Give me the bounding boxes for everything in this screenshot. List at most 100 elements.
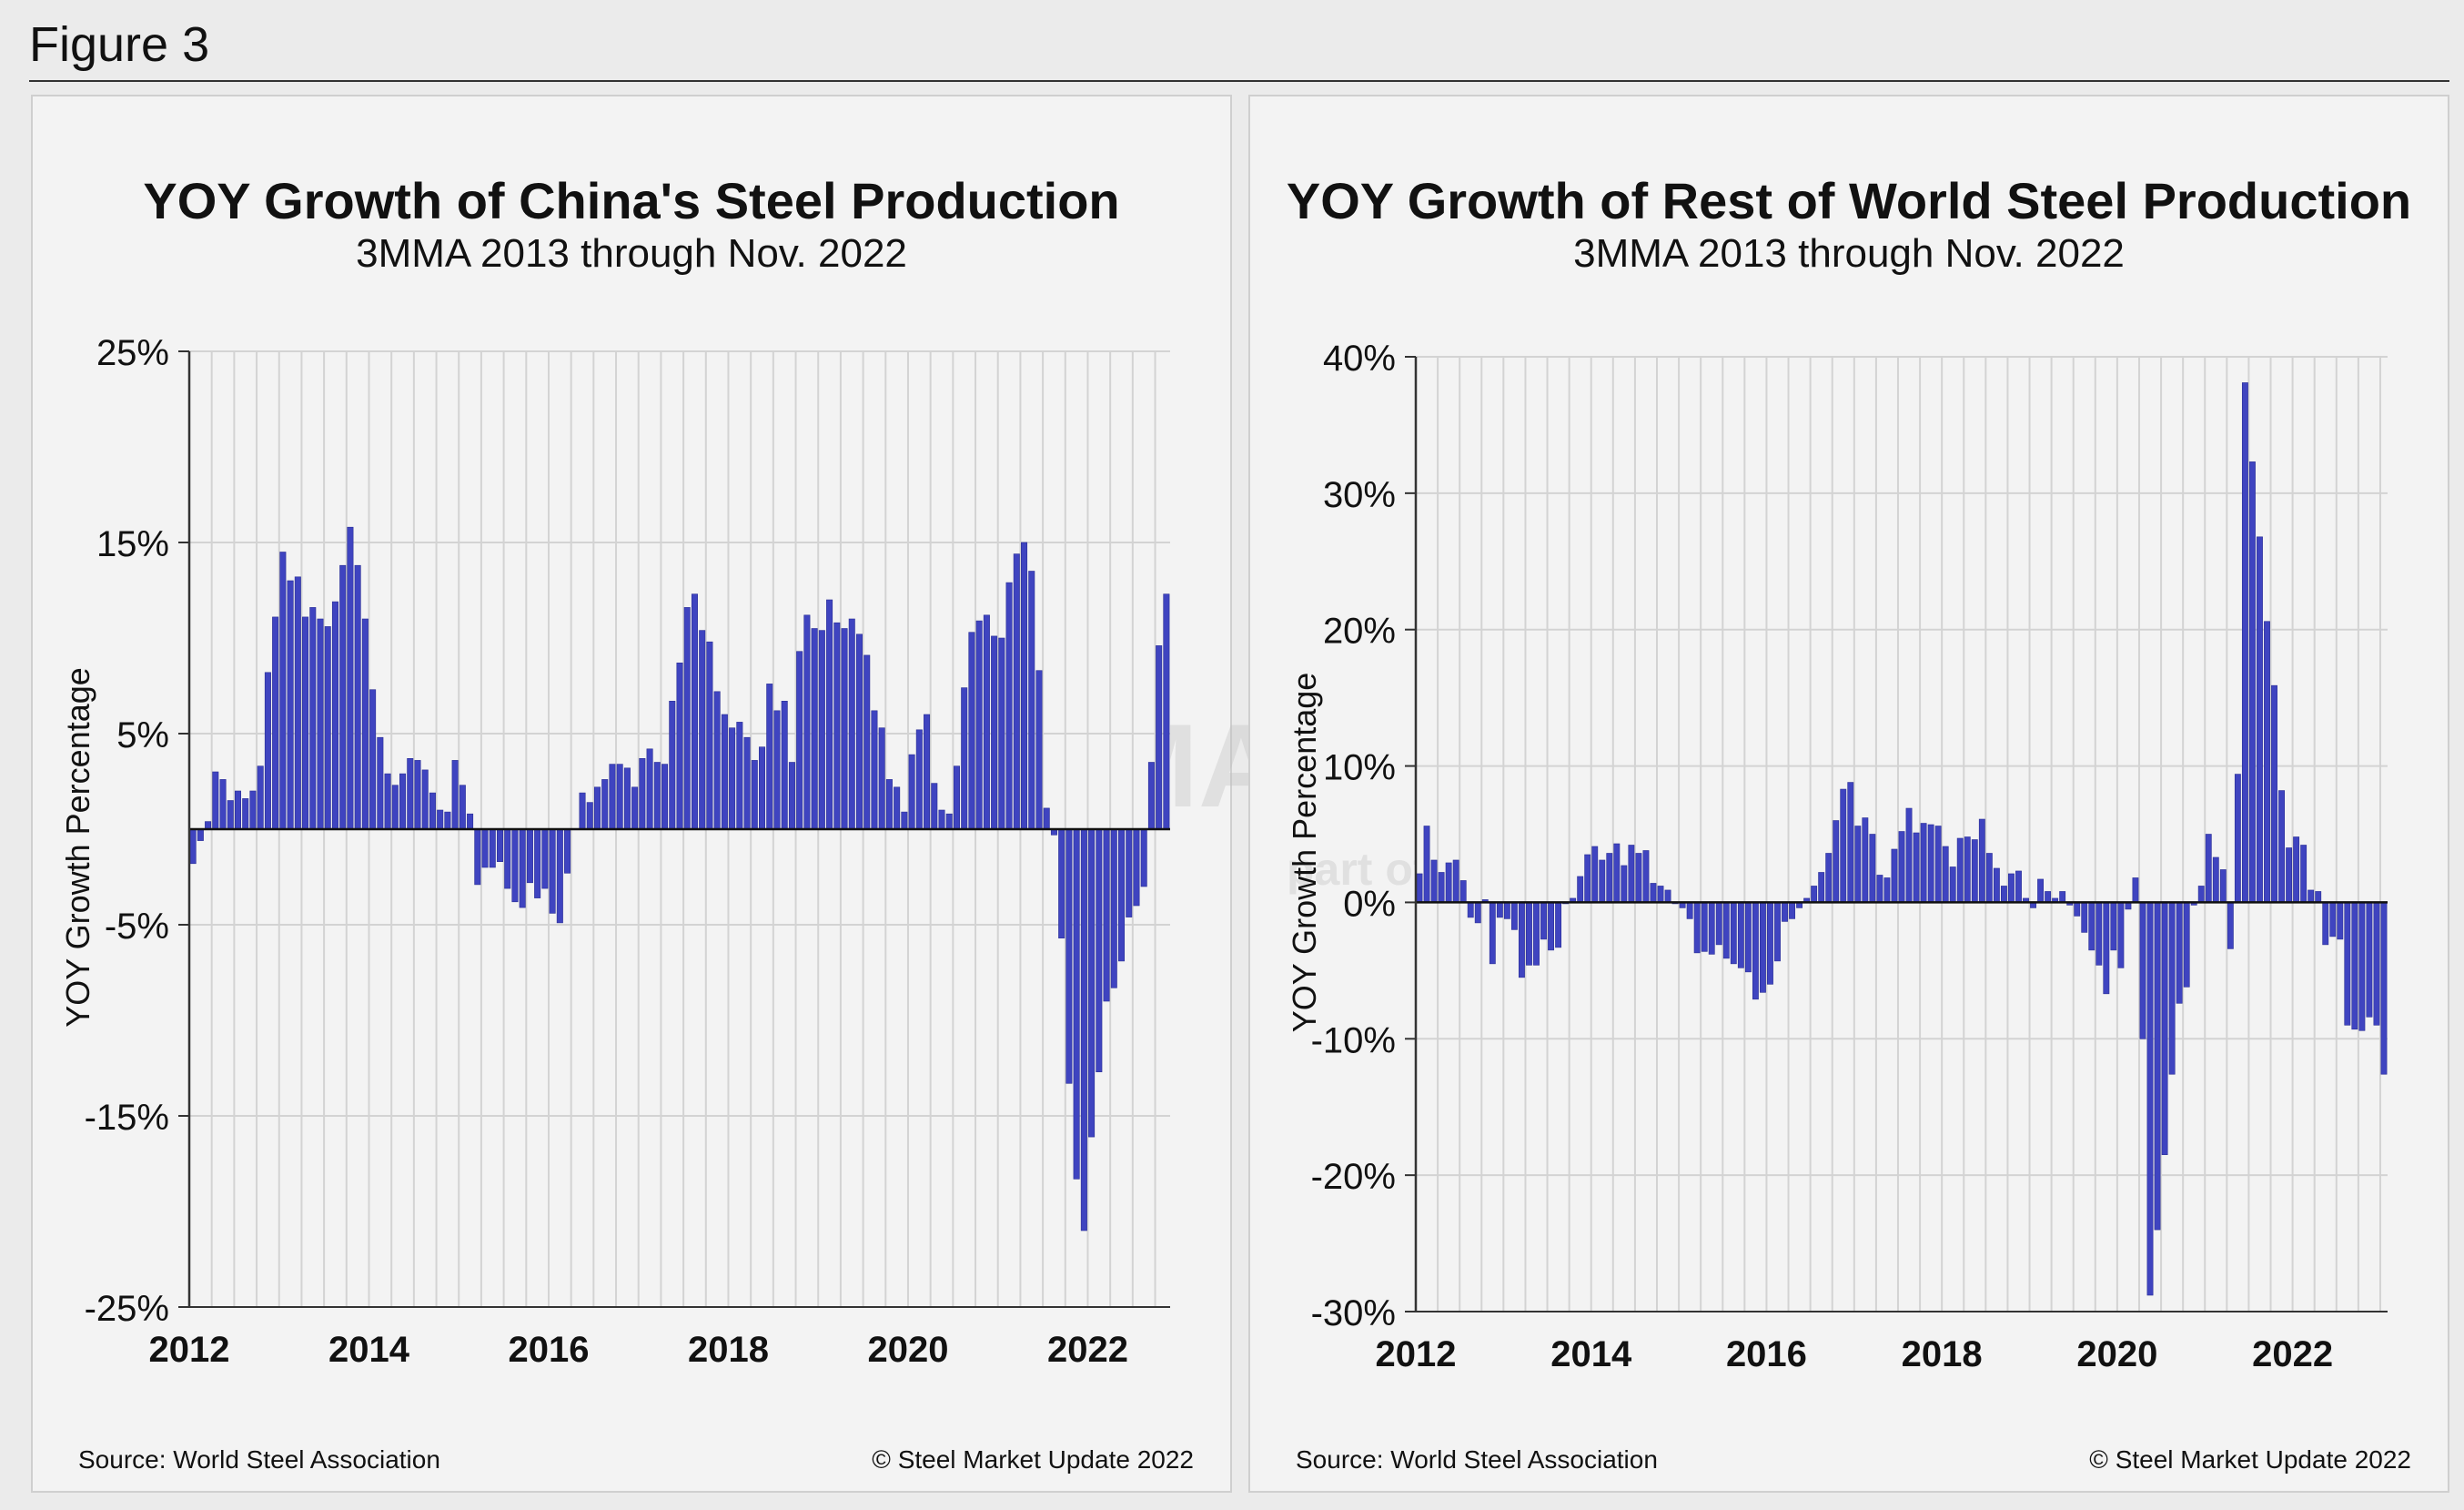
source-note: Source: World Steel Association <box>1296 1445 1658 1474</box>
bar <box>519 828 526 908</box>
bar <box>1438 872 1445 903</box>
bar <box>945 813 953 830</box>
y-tick-label: 30% <box>1323 475 1396 515</box>
bar <box>2322 902 2329 946</box>
bar <box>1110 828 1117 988</box>
x-tick-label: 2020 <box>867 1330 948 1370</box>
bar <box>489 828 496 868</box>
bar <box>593 786 601 830</box>
bar <box>474 828 481 886</box>
source-note: Source: World Steel Association <box>78 1445 440 1474</box>
bar <box>586 802 593 830</box>
bar <box>1693 902 1701 954</box>
bar <box>2358 902 2366 1031</box>
bar <box>1744 902 1752 973</box>
bar <box>1985 853 1993 903</box>
bar <box>1140 828 1147 887</box>
bar <box>1058 828 1065 938</box>
y-axis-title: YOY Growth Percentage <box>59 667 96 1028</box>
bar <box>1752 902 1759 1000</box>
bar <box>324 626 331 830</box>
bar <box>1628 845 1635 903</box>
bar <box>1971 839 1978 903</box>
x-tick-label: 2020 <box>2076 1334 2157 1374</box>
bar <box>1452 859 1459 903</box>
bar <box>863 654 871 830</box>
bar <box>526 828 533 884</box>
bar <box>2257 536 2263 903</box>
bar <box>1510 902 1518 930</box>
bar <box>631 786 639 830</box>
bar <box>331 601 338 830</box>
bar <box>2307 889 2315 903</box>
bar <box>1759 902 1766 993</box>
bar <box>1708 902 1715 955</box>
figure-divider <box>29 80 2449 82</box>
bar <box>938 809 945 830</box>
bar <box>1811 886 1818 903</box>
bar <box>623 767 631 830</box>
bar <box>751 760 758 830</box>
bar <box>683 607 691 830</box>
bar <box>1722 902 1730 959</box>
bar <box>894 786 901 830</box>
bar <box>242 798 249 830</box>
bar <box>706 641 713 830</box>
bar <box>399 773 407 830</box>
bar <box>1782 902 1788 922</box>
bar <box>339 564 347 830</box>
bar <box>264 672 271 830</box>
bar <box>504 828 511 889</box>
bar <box>1876 875 1883 903</box>
bar <box>878 727 885 830</box>
bar <box>736 722 743 830</box>
bar <box>1934 826 1942 903</box>
bar <box>1430 859 1438 903</box>
bar <box>219 779 227 830</box>
y-tick-label: 5% <box>116 715 169 755</box>
bar <box>549 828 556 914</box>
bar <box>2366 902 2373 1018</box>
bar <box>1065 828 1073 1084</box>
bar <box>1854 826 1862 903</box>
bar <box>1548 902 1554 951</box>
x-tick-label: 2016 <box>1726 1334 1807 1374</box>
bar <box>407 757 414 830</box>
bar <box>429 792 436 830</box>
bar <box>1088 828 1096 1138</box>
bar <box>773 710 781 830</box>
bar <box>2037 878 2045 903</box>
bar <box>437 809 444 830</box>
bar <box>796 651 803 830</box>
y-tick-label: -10% <box>1311 1020 1396 1060</box>
bar <box>2008 873 2015 903</box>
bar <box>564 828 571 874</box>
bar <box>1891 848 1898 903</box>
bar <box>1555 902 1562 948</box>
bar <box>2110 902 2117 951</box>
bar <box>699 630 706 830</box>
bar <box>1927 824 1934 903</box>
bar <box>901 811 908 830</box>
bar <box>234 790 241 830</box>
bar <box>998 637 1005 830</box>
bar <box>1005 582 1013 830</box>
bar <box>302 616 309 830</box>
bar <box>841 628 848 830</box>
chart-subtitle: 3MMA 2013 through Nov. 2022 <box>1573 231 2125 276</box>
bar <box>601 779 609 830</box>
bar <box>1767 902 1773 985</box>
bar <box>1657 886 1664 903</box>
china-bar-chart: 25% 15% 5% -5% -15% -25%2012 2014 2016 2018 2020 2… <box>59 333 1170 1370</box>
bar <box>1489 902 1496 965</box>
bar <box>743 736 751 830</box>
bar <box>1096 828 1103 1073</box>
bar <box>2212 856 2219 903</box>
bar <box>2249 461 2256 903</box>
bar <box>496 828 504 863</box>
bar <box>317 618 324 830</box>
bar <box>2183 902 2190 988</box>
bar <box>2329 902 2337 937</box>
bar <box>803 614 811 830</box>
figure-label: Figure 3 <box>29 17 210 72</box>
